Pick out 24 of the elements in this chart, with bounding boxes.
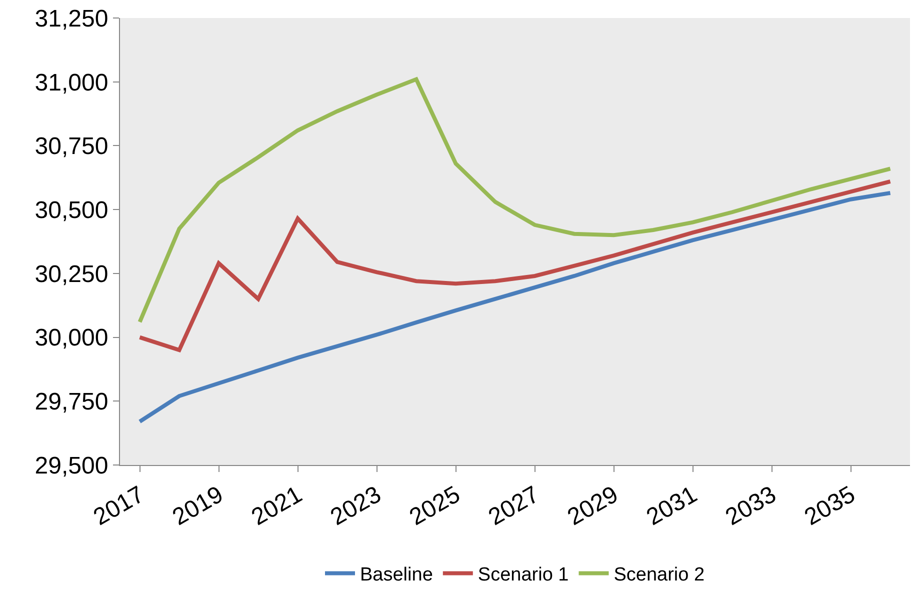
y-tick-label: 30,000 — [34, 324, 108, 352]
x-tick-label: 2027 — [484, 481, 544, 532]
x-tick-label: 2021 — [247, 481, 307, 532]
legend-label: Scenario 2 — [614, 564, 705, 586]
y-tick-label: 29,750 — [34, 388, 108, 416]
x-tick-label: 2031 — [642, 481, 702, 532]
y-tick-label: 29,500 — [34, 452, 108, 480]
x-tick-label: 2033 — [721, 481, 781, 532]
x-tick-label: 2023 — [326, 481, 386, 532]
x-tick-label: 2019 — [168, 481, 228, 532]
y-tick-label: 30,250 — [34, 260, 108, 288]
x-tick-label: 2017 — [89, 481, 149, 532]
x-tick-label: 2025 — [405, 481, 465, 532]
line-series — [138, 190, 892, 424]
y-tick-label: 31,000 — [34, 69, 108, 96]
x-tick-label: 2029 — [563, 481, 623, 532]
y-tick-label: 30,750 — [34, 133, 108, 160]
legend-label: Baseline — [360, 564, 433, 586]
legend-label: Scenario 1 — [478, 564, 569, 586]
line-series — [138, 77, 892, 324]
x-tick-label: 2035 — [800, 481, 860, 532]
line-series — [138, 179, 892, 352]
y-tick-label: 30,500 — [34, 196, 108, 224]
y-tick-label: 31,250 — [34, 5, 108, 32]
